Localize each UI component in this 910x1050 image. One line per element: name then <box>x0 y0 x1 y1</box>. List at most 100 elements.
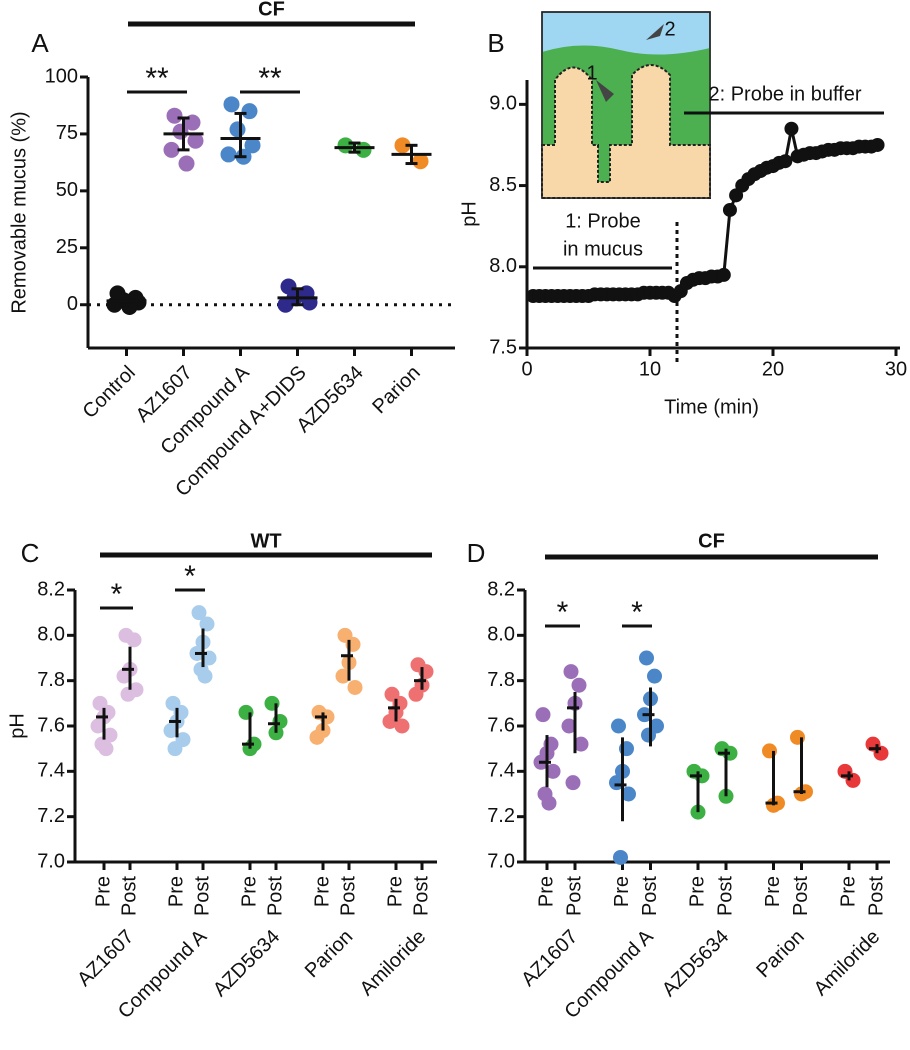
data-point <box>561 718 577 734</box>
y-tick-label: 7.4 <box>37 760 65 782</box>
data-point <box>167 741 183 757</box>
data-point <box>163 141 180 158</box>
group-label: AZ1607 <box>517 926 582 991</box>
data-point <box>382 713 398 729</box>
y-tick-label: 75 <box>56 122 78 144</box>
data-point <box>784 121 799 136</box>
data-point <box>716 267 731 282</box>
data-point <box>163 723 179 739</box>
y-tick-label: 8.0 <box>487 624 515 646</box>
annotation: 1: Probe <box>565 210 641 232</box>
data-point <box>309 729 325 745</box>
inset-label: 1 <box>586 62 597 84</box>
y-axis-label: pH <box>6 713 28 739</box>
significance-label: * <box>631 596 643 629</box>
significance-label: * <box>557 596 569 629</box>
data-point <box>126 632 142 648</box>
data-point <box>621 786 636 802</box>
x-tick-label: Post <box>865 876 887 916</box>
data-point <box>116 668 132 684</box>
data-point <box>199 616 215 632</box>
x-tick-label: Post <box>714 876 736 916</box>
significance-label: ** <box>258 62 282 95</box>
panel-title: CF <box>258 0 285 20</box>
significance-label: * <box>111 578 123 611</box>
y-tick-label: 8.2 <box>487 578 515 600</box>
group-label: AZ1607 <box>73 926 138 991</box>
panel-title: CF <box>698 530 725 552</box>
y-tick-label: 7.6 <box>487 714 515 736</box>
panel-title: WT <box>250 530 281 552</box>
data-point <box>220 146 237 163</box>
data-point <box>120 686 136 702</box>
x-tick-label: Pre <box>762 876 784 907</box>
data-point <box>647 668 662 684</box>
data-point <box>641 727 656 743</box>
x-tick-label: Pre <box>611 876 633 907</box>
x-tick-label: Pre <box>837 876 859 907</box>
x-tick-label: Pre <box>165 876 187 907</box>
y-tick-label: 8.0 <box>489 255 517 277</box>
y-tick-label: 7.8 <box>487 669 515 691</box>
group-label: AZD5634 <box>658 926 733 1001</box>
x-tick-label: Pre <box>238 876 260 907</box>
x-tick-label: 10 <box>639 358 661 380</box>
x-tick-label: 20 <box>762 358 784 380</box>
y-tick-label: 9.0 <box>489 93 517 115</box>
annotation: 2: Probe in buffer <box>708 83 861 105</box>
x-tick-label: Parion <box>368 362 424 418</box>
y-tick-label: 8.5 <box>489 174 517 196</box>
panel-label: D <box>467 538 486 568</box>
data-point <box>565 775 581 791</box>
x-tick-label: Pre <box>92 876 114 907</box>
data-point <box>197 668 213 684</box>
x-tick-label: 30 <box>885 358 907 380</box>
data-point <box>337 137 354 154</box>
data-point <box>613 849 628 865</box>
y-tick-label: 8.0 <box>37 624 65 646</box>
data-point <box>347 679 363 695</box>
data-point <box>229 121 246 138</box>
significance-label: ** <box>145 62 169 95</box>
data-point <box>571 677 587 693</box>
y-tick-label: 7.4 <box>487 760 515 782</box>
group-label: Amiloride <box>356 926 431 1001</box>
panel-label: A <box>31 28 49 58</box>
x-tick-label: Post <box>790 876 812 916</box>
data-point <box>191 605 207 621</box>
data-point <box>541 795 557 811</box>
x-tick-label: Post <box>337 876 359 916</box>
x-tick-label: 0 <box>521 358 532 380</box>
data-point <box>187 132 204 149</box>
data-point <box>90 718 106 734</box>
inset-probe <box>646 24 664 40</box>
x-tick-label: Post <box>118 876 140 916</box>
data-point <box>98 741 114 757</box>
group-label: Amiloride <box>810 926 885 1001</box>
panel-label: C <box>21 538 40 568</box>
data-point <box>394 137 411 154</box>
y-axis-label: pH <box>458 201 480 227</box>
y-tick-label: 7.0 <box>37 850 65 872</box>
y-tick-label: 7.0 <box>487 850 515 872</box>
x-tick-label: Pre <box>311 876 333 907</box>
inset-probe <box>596 80 614 102</box>
x-axis-label: Time (min) <box>664 396 759 418</box>
data-point <box>412 153 429 170</box>
x-tick-label: Pre <box>384 876 406 907</box>
x-tick-label: Post <box>410 876 432 916</box>
x-tick-label: Pre <box>535 876 557 907</box>
x-tick-label: Control <box>79 362 140 423</box>
y-tick-label: 0 <box>67 293 78 315</box>
data-point <box>535 707 551 723</box>
data-point <box>166 107 183 124</box>
data-point <box>172 123 189 140</box>
data-point <box>778 154 793 169</box>
group-label: AZD5634 <box>209 926 284 1001</box>
y-tick-label: 100 <box>45 65 78 87</box>
inset-illustration <box>541 11 711 199</box>
y-tick-label: 7.8 <box>37 669 65 691</box>
data-point <box>178 155 195 172</box>
y-tick-label: 7.5 <box>489 336 517 358</box>
